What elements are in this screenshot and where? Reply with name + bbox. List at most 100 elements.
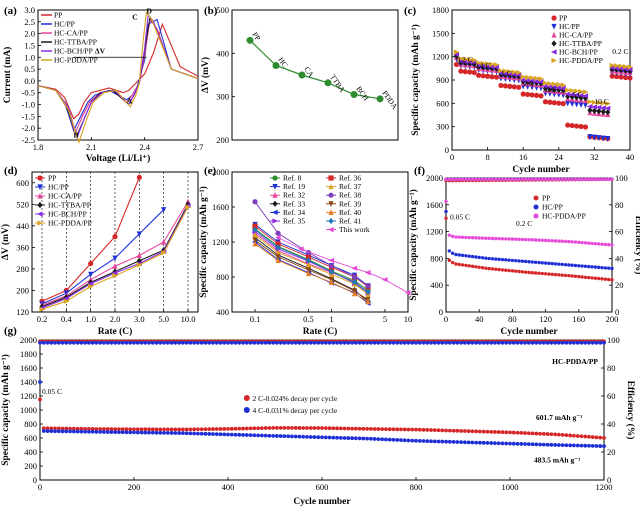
capacity-point: [538, 442, 542, 447]
capacity-point: [622, 64, 629, 70]
efficiency-point: [598, 340, 603, 345]
capacity-point: [493, 74, 500, 80]
capacity-point: [444, 199, 448, 204]
delta-v-point: [185, 204, 192, 210]
capacity-point: [218, 432, 223, 437]
capacity-point: [312, 426, 317, 430]
efficiency-point: [335, 340, 339, 345]
efficiency-point: [572, 340, 576, 345]
capacity-point: [440, 439, 445, 444]
capacity-point: [229, 426, 234, 431]
efficiency-point: [237, 340, 242, 345]
capacity-point: [542, 80, 549, 86]
efficiency-point: [316, 340, 321, 345]
efficiency-point: [530, 177, 535, 182]
capacity-point: [498, 82, 504, 89]
efficiency-point: [477, 177, 481, 182]
y-axis-label: Specific capacity (mAh g⁻¹): [198, 186, 209, 298]
ref-point: [328, 257, 335, 263]
efficiency-point: [519, 340, 524, 345]
efficiency-point: [490, 177, 495, 182]
capacity-point: [618, 63, 625, 69]
efficiency-point: [180, 340, 185, 345]
x-tick-label: 40: [475, 314, 484, 324]
capacity-point: [222, 432, 227, 437]
peak-annotation: C: [132, 12, 137, 21]
capacity-point: [316, 435, 321, 440]
efficiency-point: [395, 340, 400, 345]
delta-v-point: [112, 273, 119, 279]
capacity-point: [244, 426, 249, 431]
capacity-point: [346, 426, 351, 431]
efficiency-point: [514, 177, 518, 182]
efficiency-point: [508, 340, 512, 345]
x-tick-label: 1: [329, 314, 333, 324]
capacity-point: [622, 66, 629, 72]
efficiency-point: [573, 177, 578, 182]
capacity-point: [489, 429, 494, 434]
capacity-point: [462, 59, 468, 67]
capacity-point: [573, 240, 578, 244]
efficiency-point: [538, 340, 542, 345]
legend-marker: [37, 220, 44, 226]
efficiency-point: [109, 340, 114, 345]
capacity-point: [38, 397, 42, 402]
ref-point: [275, 249, 281, 256]
capacity-point: [470, 254, 475, 259]
capacity-point: [500, 268, 505, 272]
x-tick-label: 10: [404, 314, 413, 324]
capacity-annotation: 601.7 mAh g⁻¹: [536, 413, 582, 422]
ref-point: [364, 270, 371, 276]
panel-label-d: (d): [4, 165, 18, 177]
capacity-point: [56, 426, 61, 431]
x-axis-label: Cycle number: [512, 165, 570, 175]
capacity-point: [331, 426, 336, 431]
capacity-point: [484, 63, 491, 69]
capacity-point: [507, 237, 511, 241]
capacity-point: [609, 62, 616, 68]
efficiency-point: [365, 340, 370, 345]
capacity-point: [64, 426, 69, 431]
efficiency-point: [494, 177, 498, 182]
efficiency-point: [610, 177, 614, 182]
capacity-point: [365, 436, 370, 441]
capacity-point: [476, 60, 482, 66]
legend-label: HC-PDDA/PP: [48, 219, 92, 228]
capacity-point: [530, 238, 535, 242]
capacity-point: [565, 87, 571, 93]
capacity-point: [614, 63, 620, 69]
capacity-point: [454, 235, 458, 239]
capacity-point: [207, 432, 212, 436]
capacity-point: [135, 427, 140, 432]
efficiency-point: [583, 340, 588, 345]
capacity-point: [301, 426, 306, 430]
y-tick-label: 120: [16, 307, 29, 317]
ref-line: [254, 243, 369, 302]
capacity-point: [610, 266, 614, 271]
ref-point: [328, 263, 335, 269]
capacity-point: [447, 439, 452, 444]
capacity-point: [432, 439, 437, 444]
x-tick-label: 3.0: [134, 314, 145, 324]
capacity-point: [323, 435, 328, 440]
efficiency-point: [207, 340, 212, 345]
efficiency-point: [338, 340, 343, 345]
efficiency-point: [244, 340, 249, 345]
efficiency-point: [199, 340, 204, 345]
efficiency-point: [248, 340, 253, 345]
capacity-point: [600, 100, 607, 106]
delta-v-point: [161, 238, 167, 245]
rate-label: 0.2 C: [612, 47, 628, 56]
capacity-point: [196, 427, 200, 432]
legend-marker: [533, 195, 539, 201]
capacity-point: [577, 240, 581, 245]
capacity-point: [162, 427, 166, 432]
capacity-point: [286, 434, 291, 439]
efficiency-point: [459, 340, 464, 345]
efficiency-point: [214, 340, 219, 345]
legend-marker: [533, 213, 539, 219]
efficiency-point: [466, 340, 471, 345]
capacity-point: [567, 239, 571, 244]
y-tick-label: 2000: [212, 167, 229, 177]
efficiency-point: [147, 340, 151, 345]
